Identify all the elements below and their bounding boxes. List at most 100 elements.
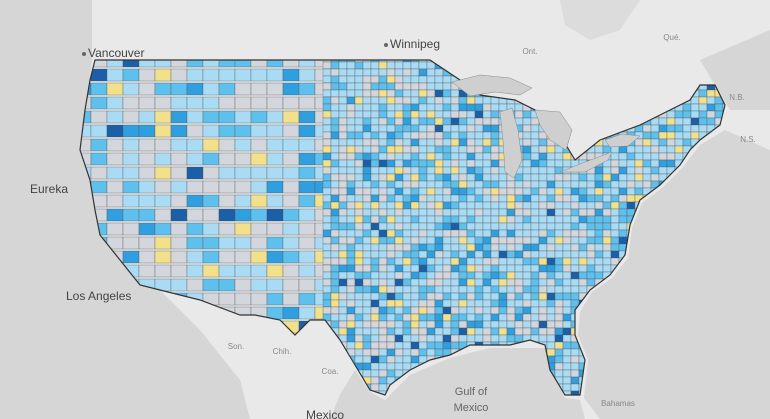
county: [642, 61, 652, 70]
county: [378, 285, 388, 294]
county: [386, 327, 396, 336]
place-label: Coa.: [322, 367, 339, 376]
county: [490, 327, 500, 336]
county: [202, 138, 220, 152]
county: [546, 264, 556, 273]
county: [698, 124, 708, 133]
county: [378, 313, 388, 322]
county: [266, 124, 284, 138]
county: [586, 264, 596, 273]
county: [458, 278, 468, 287]
county: [298, 292, 316, 306]
county: [370, 306, 380, 315]
county: [394, 61, 404, 70]
county: [250, 278, 268, 292]
county: [666, 82, 676, 91]
county: [402, 222, 412, 231]
county: [202, 152, 220, 166]
county: [490, 222, 500, 231]
county: [586, 82, 596, 91]
county: [362, 61, 372, 70]
county: [586, 180, 596, 189]
county: [90, 110, 108, 124]
county: [426, 180, 436, 189]
county: [170, 194, 188, 208]
county: [410, 334, 420, 343]
county: [386, 376, 396, 385]
county: [698, 82, 708, 91]
county: [378, 138, 388, 147]
county: [458, 96, 468, 105]
county: [610, 166, 620, 175]
county: [418, 110, 428, 119]
county: [362, 278, 372, 287]
county: [658, 61, 668, 70]
county: [346, 285, 356, 294]
county: [554, 236, 564, 245]
county: [482, 166, 492, 175]
county: [354, 110, 364, 119]
county: [522, 131, 532, 140]
county: [522, 341, 532, 350]
county: [538, 103, 548, 112]
county: [418, 180, 428, 189]
county: [482, 68, 492, 77]
county: [298, 362, 316, 376]
county: [354, 138, 364, 147]
county: [426, 264, 436, 273]
county: [626, 75, 636, 84]
county: [434, 96, 444, 105]
county: [370, 341, 380, 350]
county: [370, 201, 380, 210]
county: [698, 68, 708, 77]
county: [618, 117, 628, 126]
county: [394, 82, 404, 91]
county: [410, 222, 420, 231]
county: [378, 61, 388, 70]
county: [322, 355, 332, 364]
county: [330, 320, 340, 329]
county: [378, 180, 388, 189]
county: [466, 131, 476, 140]
county: [378, 89, 388, 98]
county: [450, 334, 460, 343]
county: [250, 292, 268, 306]
county: [594, 89, 604, 98]
county: [538, 180, 548, 189]
county: [202, 60, 220, 68]
county: [234, 152, 252, 166]
county: [554, 194, 564, 203]
county: [634, 159, 644, 168]
county: [586, 250, 596, 259]
county: [498, 320, 508, 329]
county: [250, 68, 268, 82]
county: [522, 173, 532, 182]
county: [426, 173, 436, 182]
county: [450, 327, 460, 336]
county: [474, 194, 484, 203]
county: [354, 285, 364, 294]
county: [482, 173, 492, 182]
county: [362, 89, 372, 98]
county: [514, 320, 524, 329]
county: [490, 145, 500, 154]
county: [458, 236, 468, 245]
county: [610, 124, 620, 133]
county: [282, 166, 300, 180]
county: [490, 229, 500, 238]
county: [354, 60, 364, 63]
county: [370, 236, 380, 245]
county: [354, 180, 364, 189]
county: [482, 257, 492, 266]
county: [530, 250, 540, 259]
county: [346, 243, 356, 252]
county: [122, 194, 140, 208]
county: [346, 89, 356, 98]
county: [362, 362, 372, 371]
county: [266, 306, 284, 320]
county: [362, 194, 372, 203]
county: [434, 327, 444, 336]
county: [90, 96, 108, 110]
county: [562, 250, 572, 259]
county: [418, 215, 428, 224]
